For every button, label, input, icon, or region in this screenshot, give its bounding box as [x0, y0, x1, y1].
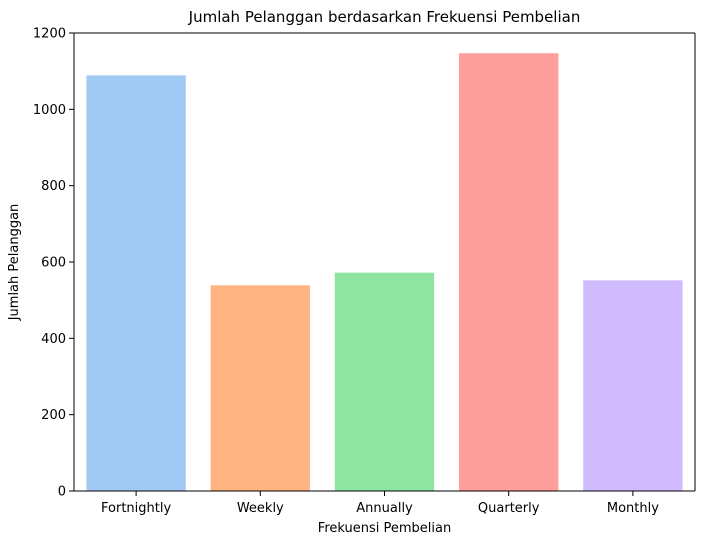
x-axis: Fortnightly Weekly Annually Quarterly Monthl… [101, 491, 659, 516]
chart-title: Jumlah Pelanggan berdasarkan Frekuensi P… [188, 8, 581, 26]
y-axis-label: Jumlah Pelanggan [7, 204, 22, 322]
x-axis-label: Frekuensi Pembelian [318, 521, 451, 536]
y-tick-label-200: 200 [41, 408, 66, 423]
y-tick-label-1000: 1000 [33, 103, 66, 118]
x-tick-label-fortnightly: Fortnightly [101, 501, 171, 516]
plot-area [73, 32, 696, 492]
y-axis: 0 200 400 600 800 1000 1200 [33, 27, 74, 500]
x-tick-label-annually: Annually [356, 501, 413, 516]
bar-monthly [583, 280, 683, 491]
y-tick-label-800: 800 [41, 179, 66, 194]
y-tick-label-400: 400 [41, 332, 66, 347]
y-tick-label-600: 600 [41, 256, 66, 271]
bar-fortnightly [86, 75, 186, 492]
x-tick-label-weekly: Weekly [237, 501, 284, 516]
y-tick-label-1200: 1200 [33, 27, 66, 42]
bar-weekly [210, 285, 310, 491]
x-tick-label-monthly: Monthly [607, 501, 659, 516]
bar-quarterly [459, 53, 559, 491]
bar-annually [334, 272, 435, 491]
x-tick-label-quarterly: Quarterly [478, 501, 540, 516]
y-tick-label-0: 0 [58, 485, 66, 500]
